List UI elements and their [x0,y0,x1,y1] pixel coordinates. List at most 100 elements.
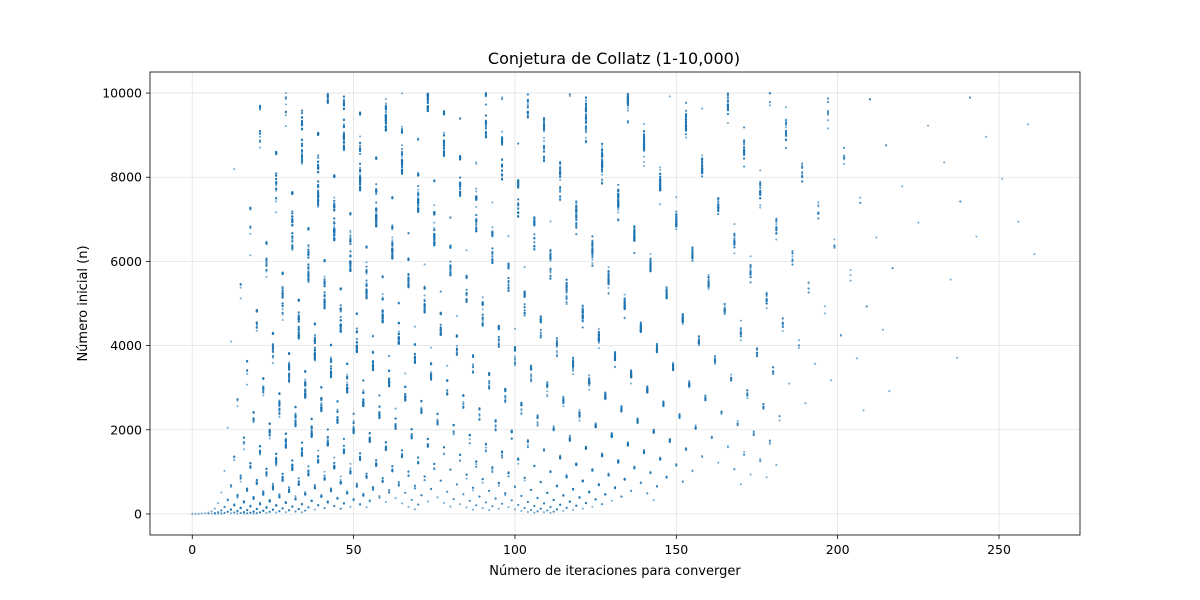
scatter-point [446,490,449,493]
scatter-point [281,308,284,311]
scatter-point [355,330,358,333]
scatter-point [746,391,749,395]
scatter-point [362,379,365,382]
scatter-point [814,362,817,365]
scatter-point [539,331,542,334]
scatter-point [642,449,646,452]
scatter-point [346,373,349,376]
scatter-point [220,491,223,494]
scatter-point [481,478,484,481]
scatter-point [501,456,504,459]
scatter-point [229,484,233,487]
scatter-point [510,437,513,440]
scatter-point [507,475,510,478]
scatter-point [313,322,316,325]
scatter-point [720,410,723,413]
scatter-point [739,339,742,342]
scatter-point [397,482,400,486]
scatter-point [655,342,658,345]
scatter-point [262,509,265,512]
scatter-point [288,509,291,512]
scatter-point [562,405,565,408]
scatter-point [517,457,520,460]
scatter-point [223,469,226,472]
scatter-point [342,502,345,505]
scatter-point [423,475,426,478]
scatter-point [368,499,371,502]
scatter-point [446,364,449,367]
scatter-point [475,504,478,507]
scatter-point [459,503,462,506]
scatter-point [304,491,307,494]
scatter-point [323,507,326,510]
scatter-point [313,508,316,511]
scatter-point [452,423,455,426]
scatter-point [400,502,404,505]
scatter-point [646,492,649,495]
scatter-point [588,376,591,379]
scatter-point [475,460,478,463]
scatter-point [417,503,420,506]
scatter-point [297,320,300,323]
scatter-point [597,330,600,333]
scatter-point [326,428,329,431]
scatter-point [278,492,281,496]
scatter-point [630,369,633,372]
scatter-point [336,400,339,403]
scatter-point [704,394,707,397]
scatter-point [339,475,342,478]
scatter-point [320,493,323,496]
scatter-point [339,480,342,483]
scatter-point [559,503,562,506]
scatter-point [804,402,807,405]
scatter-point [471,508,475,511]
scatter-point [539,480,542,483]
scatter-point [436,418,439,421]
scatter-point [378,405,381,408]
scatter-point [355,484,358,487]
scatter-point [513,357,517,360]
scatter-point [246,372,249,375]
scatter-point [281,475,284,478]
scatter-point [523,305,526,308]
scatter-point [581,507,584,510]
scatter-point [242,510,245,514]
scatter-point [239,506,242,509]
scatter-point [652,428,655,431]
scatter-point [242,436,245,439]
scatter-point [362,389,365,392]
scatter-point [329,487,333,490]
scatter-point [226,510,229,513]
scatter-point [507,506,510,509]
scatter-point [388,489,391,492]
scatter-point [749,473,752,476]
scatter-point [465,506,468,509]
scatter-point [397,330,400,333]
scatter-point [362,398,365,401]
scatter-point [568,434,571,437]
scatter-point [359,452,362,455]
scatter-point [339,304,342,307]
scatter-point [475,465,478,468]
scatter-point [391,465,394,468]
scatter-point [384,441,387,444]
scatter-point [278,412,281,415]
scatter-point [236,398,239,401]
scatter-point [404,385,407,388]
scatter-point [865,305,868,308]
scatter-point [297,477,300,480]
scatter-point [552,425,555,428]
scatter-point [497,338,500,341]
scatter-point [265,511,268,514]
chart-title: Conjetura de Collatz (1-10,000) [488,49,740,68]
scatter-point [297,325,300,328]
scatter-point [775,464,778,467]
scatter-point [223,511,226,514]
scatter-point [681,480,684,483]
scatter-point [210,510,213,513]
scatter-point [446,388,449,392]
scatter-point [381,479,384,482]
scatter-point [594,498,597,501]
scatter-point [336,418,339,421]
